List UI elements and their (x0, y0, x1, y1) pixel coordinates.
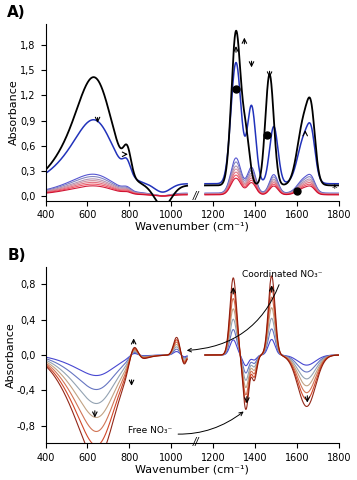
Text: //: // (192, 437, 199, 447)
Y-axis label: Absorbance: Absorbance (9, 79, 19, 145)
Text: Coordinated NO₃⁻: Coordinated NO₃⁻ (188, 270, 323, 352)
Text: Free NO₃⁻: Free NO₃⁻ (128, 412, 243, 435)
Text: B): B) (7, 248, 26, 263)
Text: //: // (192, 191, 199, 201)
X-axis label: Wavenumber (cm⁻¹): Wavenumber (cm⁻¹) (135, 465, 249, 474)
Text: *: * (332, 184, 337, 194)
Y-axis label: Absorbance: Absorbance (6, 322, 16, 388)
X-axis label: Wavenumber (cm⁻¹): Wavenumber (cm⁻¹) (135, 222, 249, 232)
Text: A): A) (7, 5, 26, 20)
